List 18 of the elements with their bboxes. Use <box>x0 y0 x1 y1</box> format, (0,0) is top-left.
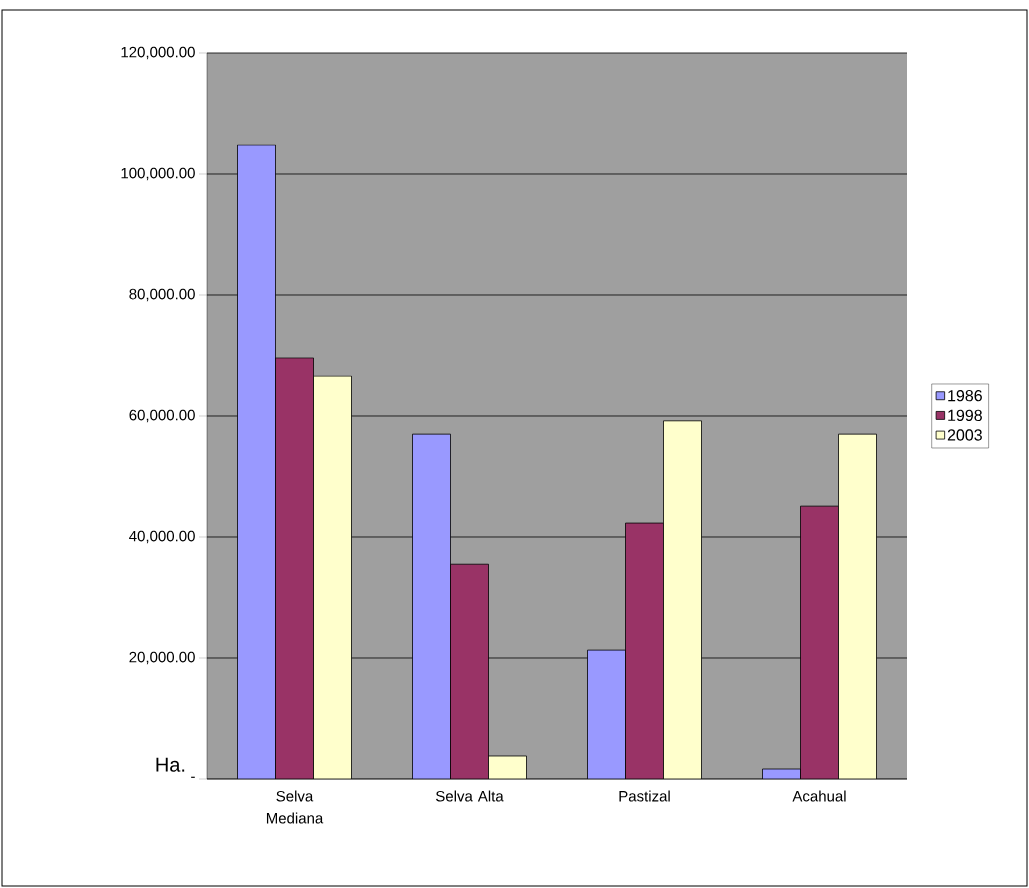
legend-label: 2003 <box>947 429 982 441</box>
legend-label: 1986 <box>948 389 982 402</box>
bar <box>663 420 702 779</box>
y-tick-label: 80,000.00 <box>129 288 195 302</box>
y-tick-label: 100,000.00 <box>121 167 195 181</box>
y-tick-label: 20,000.00 <box>129 651 195 665</box>
x-tick-label: Pastizal <box>619 790 670 802</box>
bar <box>838 433 877 779</box>
y-axis-title: Ha. <box>156 757 185 772</box>
y-tick-label: 120,000.00 <box>121 46 195 60</box>
x-tick-label: Acahual <box>792 790 846 802</box>
x-tick-label: Selva Alta <box>435 790 504 802</box>
x-tick-label: Selva Mediana <box>266 790 324 824</box>
legend-label: 1998 <box>948 409 982 421</box>
y-tick-label: 60,000.00 <box>129 409 195 423</box>
y-tick-label: 40,000.00 <box>129 530 195 544</box>
bar <box>313 375 352 779</box>
y-tick-label: - <box>191 776 195 778</box>
